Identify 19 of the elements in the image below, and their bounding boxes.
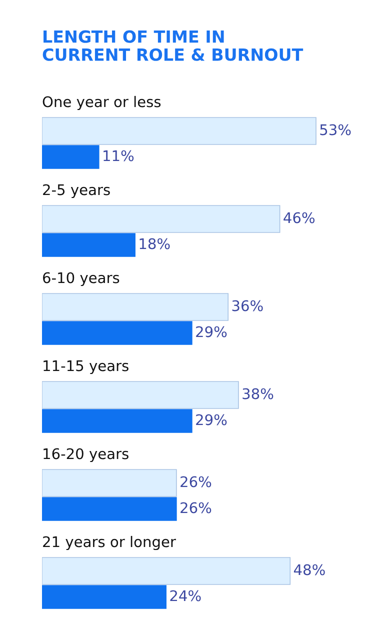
data-label: 48% [294, 564, 325, 576]
data-label: 29% [196, 326, 227, 338]
data-label: 38% [242, 388, 274, 400]
y-tick-label: One year or less [42, 96, 161, 110]
y-tick-label: 6-10 years [43, 272, 120, 286]
data-label: 53% [320, 124, 351, 136]
y-tick-label: 2-5 years [43, 184, 110, 198]
data-label: 26% [180, 476, 212, 488]
data-label: 36% [232, 300, 263, 312]
data-label: 11% [104, 150, 134, 162]
y-tick-label: 21 years or longer [43, 536, 176, 550]
data-label: 46% [284, 212, 315, 224]
data-label: 29% [196, 414, 227, 426]
y-tick-label: 16-20 years [44, 448, 128, 462]
data-label: 24% [170, 590, 201, 602]
chart-title: LENGTH OF TIME IN CURRENT ROLE & BURNOUT [42, 30, 304, 61]
y-tick-label: 11-15 years [44, 360, 128, 374]
data-label: 18% [140, 238, 170, 250]
data-label: 26% [180, 502, 212, 514]
